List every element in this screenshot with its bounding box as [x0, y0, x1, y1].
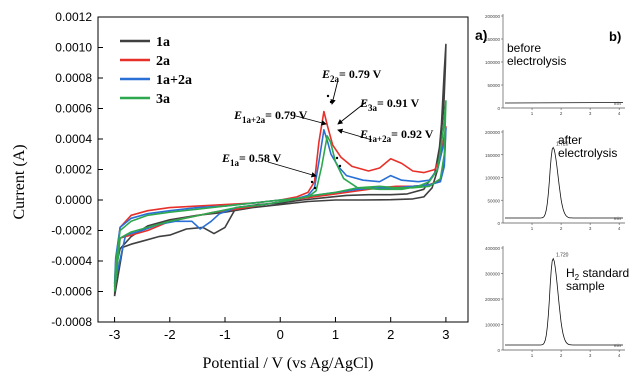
y-tick-label: -0.0004	[51, 254, 92, 268]
y-tick-label: 0.0000	[55, 193, 92, 207]
chromatogram-subpanel-1: 200000 150000 100000 50000 0 1 2 3 4 min 1.720afte…	[485, 130, 625, 231]
subpanel-x-tick-label: 2	[560, 353, 563, 358]
annotation-arrow	[337, 128, 373, 141]
subpanel-y-tick-label: 200000	[485, 130, 501, 135]
x-tick-label: 0	[277, 327, 284, 342]
peak-annotation: E1a= 0.58 V	[221, 151, 282, 168]
panel-label-a: a)	[475, 27, 487, 43]
chromatogram-trace	[505, 257, 623, 346]
peak-retention-label: 1.720	[556, 141, 569, 147]
subpanel-y-tick-label: 100000	[485, 176, 501, 181]
subpanel-x-tick-label: 4	[618, 226, 621, 231]
y-tick-label: -0.0006	[51, 285, 92, 299]
subpanel-y-tick-label: 0	[497, 106, 500, 111]
subpanel-x-tick-label: 2	[560, 226, 563, 231]
subpanel-x-tick-label: 1	[531, 353, 534, 358]
series-line-0	[113, 43, 447, 297]
subpanel-y-tick-label: 150000	[485, 153, 501, 158]
y-axis-ticks: -0.0008 -0.0006 -0.0004 -0.0002 0.0000 0.0002…	[51, 10, 103, 329]
y-tick-label: 0.0008	[55, 71, 92, 85]
subpanel-y-tick-label: 50000	[487, 198, 500, 203]
subpanel-y-tick-label: 400000	[485, 246, 501, 251]
x-tick-label: -2	[164, 327, 176, 342]
chromatogram-trace	[504, 102, 624, 104]
subpanel-y-tick-label: 100000	[485, 60, 501, 65]
subpanel-x-unit: min	[614, 101, 622, 106]
subpanel-x-tick-label: 1	[531, 226, 534, 231]
annotation-arrow	[267, 161, 317, 178]
x-tick-label: -1	[219, 327, 231, 342]
subpanel-x-tick-label: 4	[618, 111, 621, 116]
y-tick-label: 0.0010	[55, 41, 92, 55]
subpanel-y-tick-label: 0	[497, 221, 500, 226]
y-tick-label: 0.0004	[55, 132, 92, 146]
subpanel-y-tick-label: 300000	[485, 272, 501, 277]
x-tick-label: 1	[332, 327, 339, 342]
subpanel-x-tick-label: 4	[618, 353, 621, 358]
subpanel-x-tick-label: 3	[589, 226, 592, 231]
legend: 1a 2a 1a+2a 3a	[120, 35, 192, 107]
peak-annotation: E1a+2a= 0.79 V	[233, 108, 308, 125]
chromatogram-subpanel-0: 200000 150000 100000 50000 0 1 2 3 4 min before ele…	[485, 14, 625, 116]
x-tick-label: 2	[387, 327, 394, 342]
subpanel-x-tick-label: 3	[589, 111, 592, 116]
peak-annotation: E3a= 0.91 V	[359, 96, 420, 113]
legend-label: 1a+2a	[156, 73, 192, 88]
legend-label: 1a	[156, 35, 170, 50]
legend-label: 2a	[156, 54, 170, 69]
peak-annotation: E2a= 0.79 V	[321, 67, 382, 84]
annotation-arrow	[295, 115, 327, 126]
peak-annotation: E1a+2a= 0.92 V	[359, 127, 434, 144]
x-tick-label: 3	[442, 327, 449, 342]
y-tick-label: 0.0002	[55, 163, 92, 177]
y-axis-label: Current (A)	[11, 144, 28, 219]
annotation-arrow	[337, 101, 367, 125]
panel-label-b: b)	[609, 29, 621, 44]
subpanel-y-tick-label: 100000	[485, 323, 501, 328]
peak-retention-label: 1.720	[556, 253, 569, 259]
y-tick-label: -0.0008	[51, 315, 92, 329]
series-group	[113, 43, 447, 297]
annotations: E2a= 0.79 V E3a= 0.91 V E1a+2a= 0.79 V E1a+…	[221, 67, 434, 190]
subpanel-label: before electrolysis	[507, 41, 566, 68]
y-tick-label: 0.0006	[55, 102, 92, 116]
peak-dot	[335, 156, 339, 160]
subpanel-x-unit: min	[614, 216, 622, 221]
y-tick-label: -0.0002	[51, 224, 92, 238]
annotation-arrow	[330, 79, 339, 105]
subpanel-label: after electrolysis	[558, 133, 617, 160]
subpanel-x-tick-label: 1	[531, 111, 534, 116]
subpanel-y-tick-label: 200000	[485, 14, 501, 19]
series-line-3	[113, 100, 447, 292]
subpanel-x-unit: min	[614, 343, 622, 348]
peak-dot	[310, 180, 314, 184]
y-tick-label: 0.0012	[55, 10, 92, 24]
peak-dot	[313, 186, 317, 190]
subpanel-y-tick-label: 50000	[487, 83, 500, 88]
panel-a-cv-plot: -3 -2 -1 0 1 2 3 -0.0008 -0.0006 -0.0004 -0.0002 0…	[11, 10, 487, 372]
subpanel-y-tick-label: 150000	[485, 37, 501, 42]
peak-dot	[338, 164, 342, 168]
x-axis-ticks: -3 -2 -1 0 1 2 3	[109, 317, 450, 342]
subpanel-y-tick-label: 200000	[485, 297, 501, 302]
peak-dot	[326, 94, 330, 98]
peak-dot	[329, 100, 333, 104]
chromatogram-subpanel-2: 400000 300000 200000 100000 0 1 2 3 4 min 1.720 H2 …	[485, 246, 629, 358]
x-axis-label: Potential / V (vs Ag/AgCl)	[203, 355, 374, 372]
plot-frame	[97, 16, 469, 323]
subpanel-label: H2 standard sample	[566, 266, 629, 293]
subpanel-x-tick-label: 3	[589, 353, 592, 358]
chromatogram-trace	[505, 146, 623, 219]
x-tick-label: -3	[109, 327, 121, 342]
subpanel-x-tick-label: 2	[560, 111, 563, 116]
legend-label: 3a	[156, 92, 170, 107]
subpanel-y-tick-label: 0	[497, 348, 500, 353]
